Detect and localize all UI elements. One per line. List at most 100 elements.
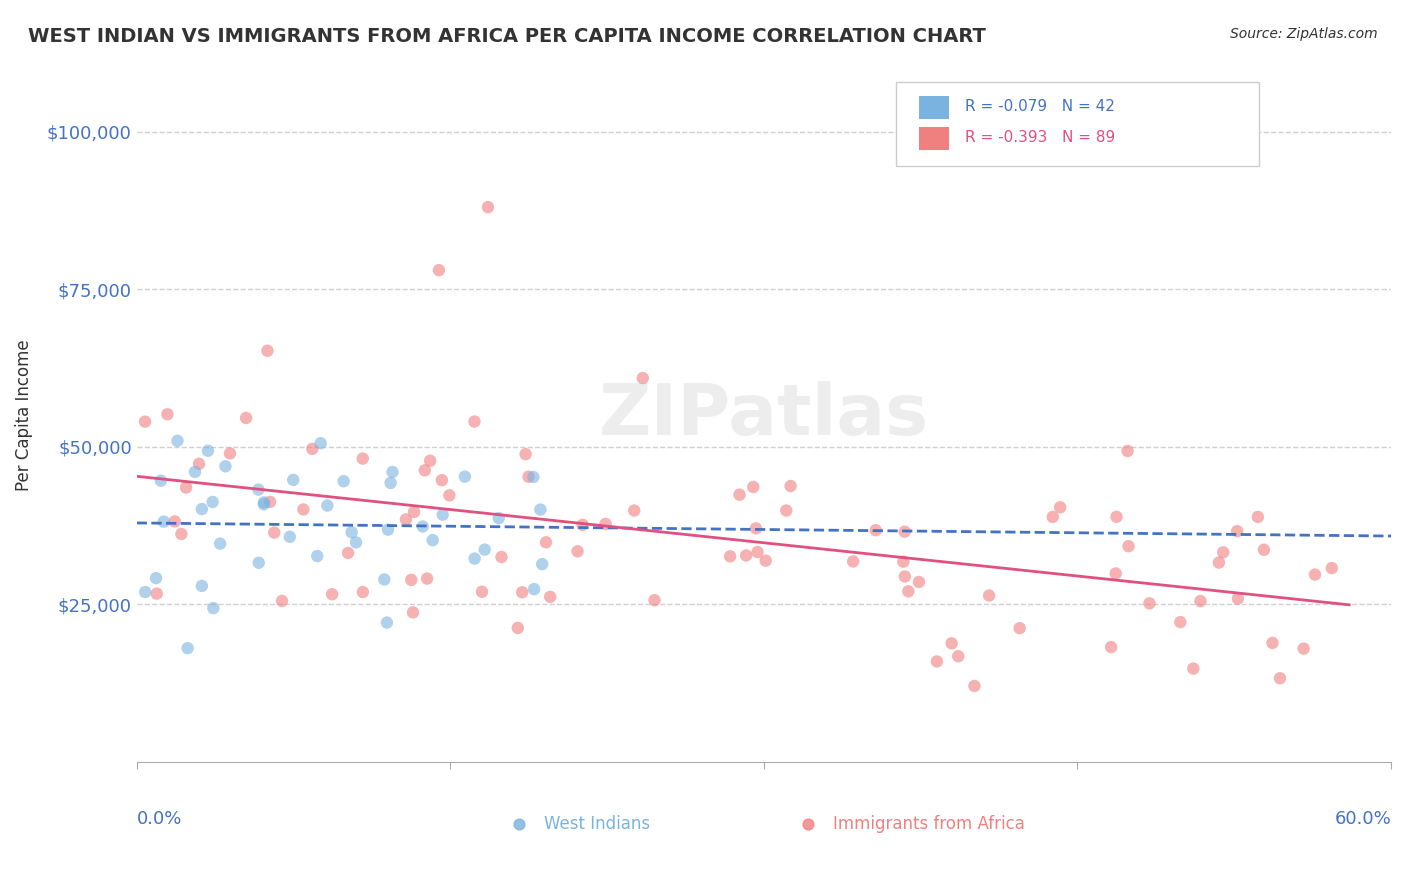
Point xyxy=(191,579,214,593)
Point xyxy=(263,525,285,540)
Point xyxy=(463,415,485,429)
Point xyxy=(897,584,920,599)
Point xyxy=(134,585,156,599)
Point xyxy=(1139,596,1161,610)
Point xyxy=(145,587,167,601)
Point xyxy=(271,594,294,608)
Point xyxy=(439,488,461,502)
Point xyxy=(941,636,963,650)
Point xyxy=(184,465,207,479)
Point xyxy=(1042,509,1064,524)
Point xyxy=(763,755,786,769)
Point xyxy=(380,475,402,490)
Point xyxy=(894,569,917,583)
Point xyxy=(1182,662,1205,676)
Point xyxy=(747,545,769,559)
Point xyxy=(529,502,551,516)
Point xyxy=(1247,510,1270,524)
Point xyxy=(471,584,494,599)
Point xyxy=(1253,542,1275,557)
Point xyxy=(515,447,537,461)
Point xyxy=(1226,591,1249,606)
Point xyxy=(235,411,257,425)
Point xyxy=(307,549,329,563)
Point xyxy=(402,505,425,519)
Point xyxy=(1244,755,1267,769)
Point xyxy=(491,549,513,564)
Point xyxy=(283,473,305,487)
Point xyxy=(779,479,801,493)
Point xyxy=(332,475,354,489)
Point xyxy=(474,542,496,557)
Point xyxy=(925,655,948,669)
Point xyxy=(506,621,529,635)
Point xyxy=(412,519,434,533)
Point xyxy=(531,557,554,571)
Point xyxy=(316,499,339,513)
Point xyxy=(373,573,395,587)
Point xyxy=(149,474,172,488)
Point xyxy=(735,549,758,563)
Point xyxy=(1292,641,1315,656)
Point xyxy=(176,641,198,656)
Point xyxy=(755,554,778,568)
Point xyxy=(292,502,315,516)
Text: R = -0.393   N = 89: R = -0.393 N = 89 xyxy=(965,130,1115,145)
Point xyxy=(522,470,544,484)
Point xyxy=(1303,567,1326,582)
Point xyxy=(1049,500,1071,515)
Point xyxy=(401,573,423,587)
Point xyxy=(430,473,453,487)
Point xyxy=(1099,640,1122,654)
Point xyxy=(1189,594,1212,608)
Point xyxy=(623,503,645,517)
Y-axis label: Per Capita Income: Per Capita Income xyxy=(15,339,32,491)
Point xyxy=(352,585,374,599)
Point xyxy=(191,502,214,516)
Point xyxy=(1116,444,1139,458)
Point xyxy=(1261,636,1284,650)
Point xyxy=(163,515,186,529)
Point xyxy=(337,546,360,560)
Point xyxy=(381,465,404,479)
Point xyxy=(253,495,276,509)
Point xyxy=(477,200,499,214)
Point xyxy=(202,601,225,615)
Point xyxy=(464,551,486,566)
Point xyxy=(416,572,439,586)
Point xyxy=(278,530,301,544)
Point xyxy=(352,451,374,466)
Point xyxy=(1226,524,1249,538)
FancyBboxPatch shape xyxy=(896,82,1260,166)
Point xyxy=(259,495,281,509)
Text: Immigrants from Africa: Immigrants from Africa xyxy=(832,815,1025,833)
Point xyxy=(571,517,593,532)
Point xyxy=(745,521,768,535)
Point xyxy=(1105,509,1128,524)
Point xyxy=(301,442,323,456)
Point xyxy=(595,516,617,531)
Point xyxy=(1118,539,1140,553)
Point xyxy=(153,515,176,529)
Point xyxy=(321,587,343,601)
Point xyxy=(775,503,797,517)
Point xyxy=(395,512,418,526)
Point xyxy=(156,407,179,421)
Point xyxy=(948,649,970,664)
Point xyxy=(309,436,332,450)
Point xyxy=(170,527,193,541)
Text: ZIPatlas: ZIPatlas xyxy=(599,381,929,450)
Point xyxy=(1208,556,1230,570)
Point xyxy=(488,511,510,525)
Point xyxy=(718,549,741,564)
Point xyxy=(1320,561,1343,575)
Point xyxy=(166,434,188,448)
Point xyxy=(145,571,167,585)
Point xyxy=(893,524,915,539)
Point xyxy=(209,536,232,550)
Point xyxy=(644,593,666,607)
Point xyxy=(247,556,270,570)
Point xyxy=(1268,671,1291,685)
Point xyxy=(891,555,914,569)
Point xyxy=(523,582,546,596)
